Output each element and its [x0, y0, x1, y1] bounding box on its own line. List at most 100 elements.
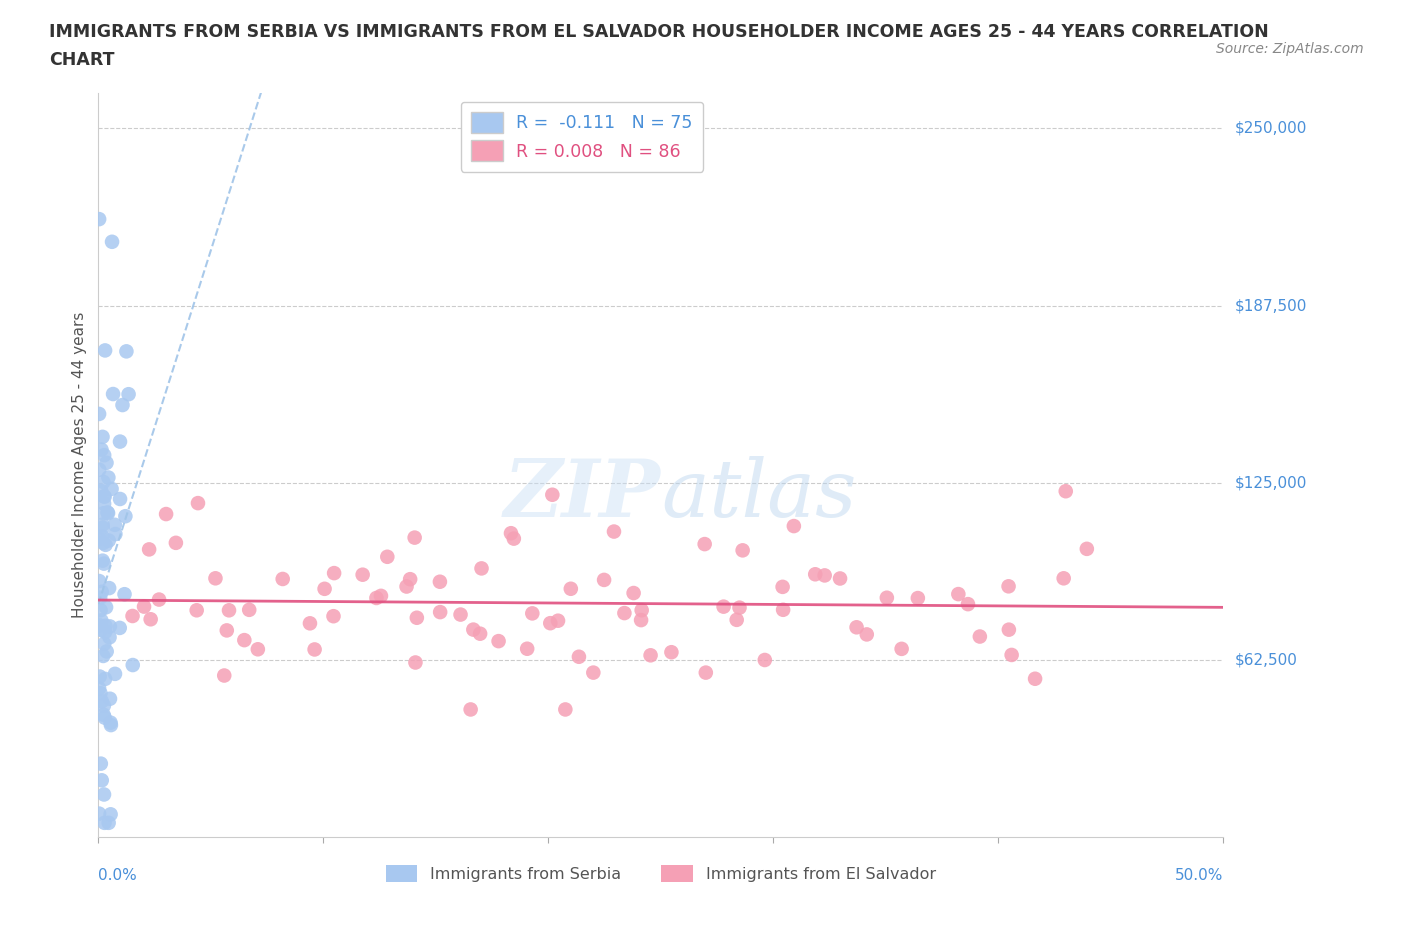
Text: 0.0%: 0.0%	[98, 868, 138, 883]
Point	[91, 520, 114, 535]
Point	[114, 587, 136, 602]
Point	[772, 579, 794, 594]
Text: $62,500: $62,500	[1234, 652, 1298, 668]
Point	[603, 525, 626, 539]
Point	[212, 668, 235, 683]
Point	[554, 702, 576, 717]
Point	[121, 608, 143, 623]
Point	[94, 600, 117, 615]
Point	[100, 715, 122, 730]
Y-axis label: Householder Income Ages 25 - 44 years: Householder Income Ages 25 - 44 years	[72, 312, 87, 618]
Point	[165, 536, 187, 551]
Point	[91, 517, 114, 532]
Point	[907, 591, 929, 605]
Point	[96, 456, 118, 471]
Point	[98, 630, 121, 644]
Point	[370, 589, 392, 604]
Point	[87, 574, 110, 589]
Point	[94, 624, 117, 639]
Point	[148, 592, 170, 607]
Point	[828, 571, 851, 586]
Point	[969, 629, 991, 644]
Point	[772, 603, 794, 618]
Point	[499, 525, 522, 540]
Point	[94, 343, 117, 358]
Point	[90, 773, 112, 788]
Point	[90, 622, 112, 637]
Point	[87, 681, 110, 696]
Point	[814, 568, 837, 583]
Point	[238, 603, 260, 618]
Point	[725, 613, 748, 628]
Point	[98, 691, 121, 706]
Point	[104, 517, 127, 532]
Point	[91, 648, 114, 663]
Point	[404, 530, 426, 545]
Point	[186, 603, 208, 618]
Point	[998, 622, 1021, 637]
Point	[541, 487, 564, 502]
Point	[731, 543, 754, 558]
Point	[218, 603, 240, 618]
Text: $187,500: $187,500	[1234, 299, 1306, 313]
Point	[640, 648, 662, 663]
Point	[108, 434, 131, 449]
Point	[304, 642, 326, 657]
Text: Source: ZipAtlas.com: Source: ZipAtlas.com	[1216, 42, 1364, 56]
Point	[108, 620, 131, 635]
Point	[488, 633, 510, 648]
Text: IMMIGRANTS FROM SERBIA VS IMMIGRANTS FROM EL SALVADOR HOUSEHOLDER INCOME AGES 25: IMMIGRANTS FROM SERBIA VS IMMIGRANTS FRO…	[49, 23, 1270, 41]
Point	[94, 618, 117, 633]
Text: $125,000: $125,000	[1234, 475, 1306, 490]
Point	[404, 655, 426, 670]
Point	[1001, 647, 1024, 662]
Point	[90, 756, 112, 771]
Point	[323, 565, 346, 580]
Point	[298, 616, 321, 631]
Point	[804, 566, 827, 581]
Point	[450, 607, 472, 622]
Point	[395, 579, 418, 594]
Point	[155, 507, 177, 522]
Point	[187, 496, 209, 511]
Point	[97, 533, 120, 548]
Point	[104, 667, 127, 682]
Point	[375, 550, 398, 565]
Point	[96, 505, 118, 520]
Text: atlas: atlas	[661, 456, 856, 534]
Point	[516, 642, 538, 657]
Point	[115, 344, 138, 359]
Text: $250,000: $250,000	[1234, 121, 1306, 136]
Point	[89, 685, 111, 700]
Point	[845, 620, 868, 635]
Point	[90, 584, 112, 599]
Point	[314, 581, 336, 596]
Point	[93, 489, 115, 504]
Point	[695, 665, 717, 680]
Point	[582, 665, 605, 680]
Point	[90, 613, 112, 628]
Point	[890, 642, 912, 657]
Point	[855, 627, 877, 642]
Point	[630, 603, 652, 618]
Point	[463, 622, 485, 637]
Point	[271, 572, 294, 587]
Text: 50.0%: 50.0%	[1175, 868, 1223, 883]
Text: CHART: CHART	[49, 51, 115, 69]
Point	[98, 580, 121, 595]
Point	[93, 474, 115, 489]
Point	[139, 612, 162, 627]
Point	[93, 506, 115, 521]
Point	[93, 787, 115, 802]
Point	[97, 470, 120, 485]
Point	[87, 406, 110, 421]
Point	[560, 581, 582, 596]
Point	[502, 531, 524, 546]
Point	[1053, 571, 1076, 586]
Point	[87, 532, 110, 547]
Point	[568, 649, 591, 664]
Point	[111, 398, 134, 413]
Point	[948, 587, 970, 602]
Point	[1054, 484, 1077, 498]
Point	[108, 492, 131, 507]
